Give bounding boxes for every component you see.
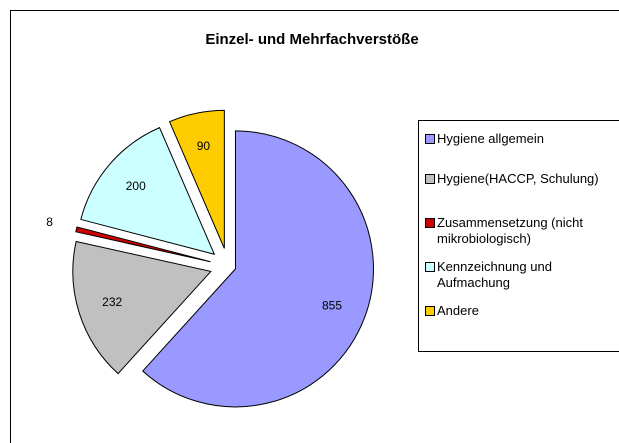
legend-item: Zusammensetzung (nicht mikrobiologisch) xyxy=(425,215,619,247)
data-label: 232 xyxy=(102,295,122,309)
legend-swatch xyxy=(425,134,435,144)
legend-item: Kennzeichnung und Aufmachung xyxy=(425,259,619,291)
pie-slice xyxy=(72,240,212,375)
legend-swatch xyxy=(425,174,435,184)
legend-label: Kennzeichnung und Aufmachung xyxy=(437,259,552,290)
legend-label: Hygiene(HACCP, Schulung) xyxy=(437,171,599,186)
chart-title: Einzel- und Mehrfachverstöße xyxy=(205,31,418,48)
legend-item: Hygiene(HACCP, Schulung) xyxy=(425,171,619,187)
legend-label: Andere xyxy=(437,303,479,318)
legend-swatch xyxy=(425,306,435,316)
pie-slice xyxy=(168,109,225,249)
legend-item: Hygiene allgemein xyxy=(425,131,619,147)
legend-label: Hygiene allgemein xyxy=(437,131,544,146)
legend-swatch xyxy=(425,262,435,272)
pie-slice xyxy=(141,130,374,408)
legend-label: Zusammensetzung (nicht mikrobiologisch) xyxy=(437,215,583,246)
pie-slice xyxy=(75,226,211,263)
data-label: 200 xyxy=(126,179,146,193)
data-label: 855 xyxy=(322,298,342,312)
pie-slice xyxy=(80,126,216,256)
legend: Hygiene allgemein Hygiene(HACCP, Schulung… xyxy=(418,120,619,352)
data-label: 8 xyxy=(46,215,53,229)
legend-item: Andere xyxy=(425,303,619,319)
legend-swatch xyxy=(425,218,435,228)
data-label: 90 xyxy=(197,139,211,153)
